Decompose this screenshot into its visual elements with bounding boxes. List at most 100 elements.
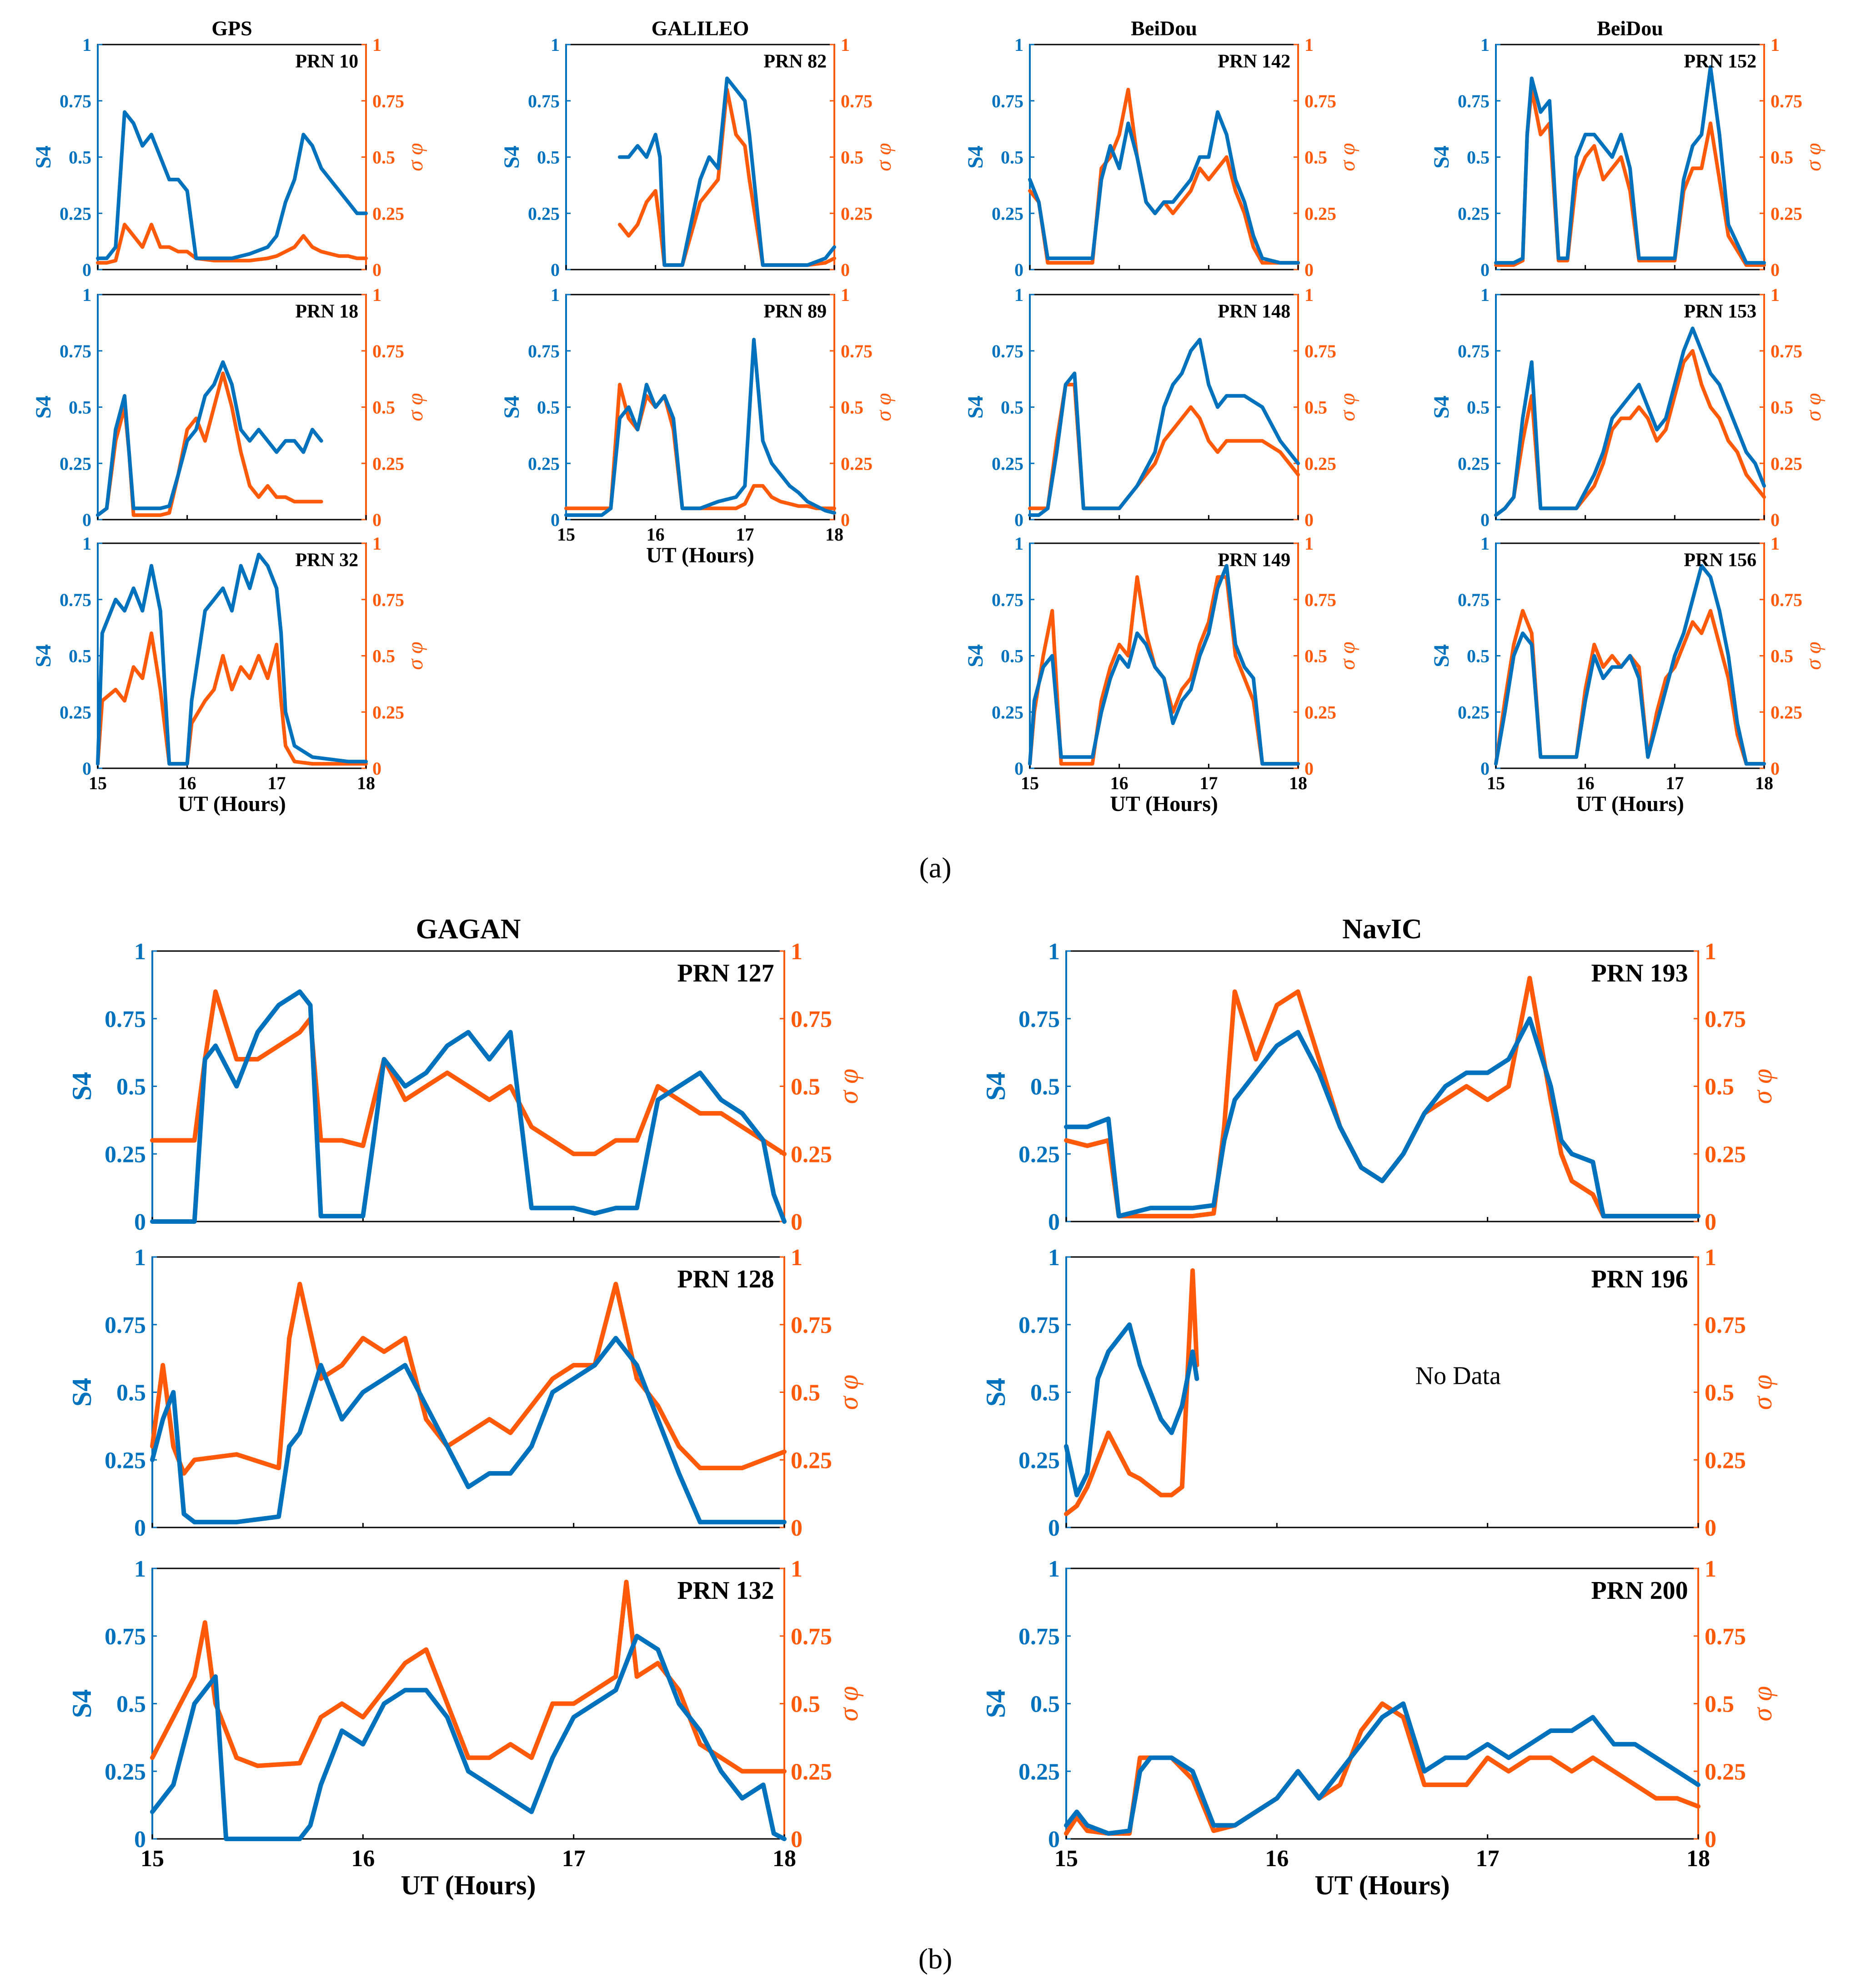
- subplot-14: 0 0 0.25 0.25 0.5 0.5 0.75 0.75 1 1 15 16 17 18 S4 σ φ U…: [67, 1556, 863, 1900]
- left-tick-label: 0: [1480, 758, 1490, 779]
- right-tick-label: 0: [791, 1827, 803, 1853]
- prn-label: PRN 82: [763, 51, 827, 72]
- s4-series-line: [96, 110, 368, 260]
- x-axis-label: UT (Hours): [1576, 792, 1684, 816]
- left-tick-label: 0.25: [528, 453, 560, 474]
- s4-series-line: [150, 989, 787, 1224]
- right-axis-label: σ φ: [1335, 143, 1359, 171]
- left-tick-label: 1: [1480, 285, 1490, 305]
- right-tick-label: 0.5: [372, 397, 395, 418]
- right-tick-label: 1: [841, 285, 850, 305]
- x-tick-label: 17: [1665, 773, 1684, 793]
- left-axis-label: S4: [963, 396, 988, 419]
- subplot-17: 0 0 0.25 0.25 0.5 0.5 0.75 0.75 1 1 15 16 17 18 S4 σ φ U…: [981, 1556, 1777, 1900]
- prn-label: PRN 148: [1218, 301, 1290, 322]
- right-tick-label: 0: [372, 758, 381, 779]
- prn-label: PRN 89: [763, 301, 827, 322]
- prn-label: PRN 200: [1591, 1577, 1688, 1605]
- right-tick-label: 0: [1771, 758, 1780, 779]
- left-tick-label: 0.5: [1467, 397, 1490, 418]
- right-tick-label: 0: [372, 510, 381, 530]
- left-tick-label: 0.75: [528, 91, 560, 111]
- subplot-2: 0 0 0.25 0.25 0.5 0.5 0.75 0.75 1 1 S4 σ φ PRN 18: [31, 285, 427, 530]
- sigma-phi-series-line: [150, 989, 787, 1157]
- left-tick-label: 0: [82, 260, 91, 280]
- right-tick-label: 0.75: [1705, 1624, 1746, 1650]
- right-tick-label: 0.25: [791, 1142, 832, 1167]
- left-tick-label: 0: [551, 510, 560, 530]
- left-tick-label: 0.75: [1018, 1624, 1060, 1650]
- left-tick-label: 0.25: [1458, 453, 1490, 474]
- left-tick-label: 0: [1480, 260, 1490, 280]
- x-tick-label: 15: [1054, 1846, 1078, 1872]
- left-tick-label: 0.75: [105, 1312, 146, 1338]
- left-tick-label: 0.5: [116, 1074, 146, 1100]
- right-axis-label: σ φ: [1747, 1686, 1777, 1722]
- left-tick-label: 1: [1480, 35, 1490, 55]
- left-tick-label: 0.5: [116, 1380, 146, 1406]
- right-axis-label: σ φ: [1747, 1375, 1777, 1410]
- right-tick-label: 0.25: [372, 203, 404, 224]
- x-tick-label: 18: [1289, 773, 1307, 793]
- right-tick-label: 1: [791, 1556, 803, 1582]
- panel-label-b: (b): [918, 1943, 953, 1975]
- left-axis-label: S4: [963, 644, 988, 667]
- right-tick-label: 0: [1304, 510, 1314, 530]
- right-tick-label: 0: [1304, 758, 1314, 779]
- x-axis-label: UT (Hours): [178, 792, 286, 816]
- x-tick-label: 16: [647, 524, 665, 545]
- right-axis-label: σ φ: [1801, 641, 1826, 670]
- sigma-phi-series-line: [1494, 88, 1766, 267]
- right-axis-label: σ φ: [1335, 393, 1359, 421]
- right-tick-label: 0.5: [791, 1380, 820, 1406]
- left-tick-label: 1: [551, 35, 560, 55]
- left-axis-label: S4: [67, 1689, 97, 1718]
- left-tick-label: 0.5: [69, 646, 91, 666]
- right-tick-label: 0.25: [372, 702, 404, 722]
- s4-series-line: [1494, 326, 1766, 517]
- x-tick-label: 18: [825, 524, 843, 545]
- right-tick-label: 1: [372, 533, 381, 554]
- subplot-3: 0 0 0.25 0.25 0.5 0.5 0.75 0.75 1 1 15 16 17 18 S4 σ φ U…: [31, 533, 427, 816]
- x-axis-label: UT (Hours): [1314, 1870, 1450, 1900]
- left-tick-label: 0: [1480, 510, 1490, 530]
- left-tick-label: 0: [1048, 1209, 1060, 1235]
- left-tick-label: 0.5: [1467, 646, 1490, 666]
- right-axis-label: σ φ: [833, 1375, 863, 1410]
- prn-label: PRN 127: [677, 959, 774, 987]
- right-tick-label: 1: [791, 1245, 803, 1271]
- right-tick-label: 0.75: [1771, 91, 1802, 111]
- right-axis-label: σ φ: [1335, 641, 1359, 670]
- x-tick-label: 17: [1476, 1846, 1500, 1872]
- right-tick-label: 0.75: [1705, 1007, 1746, 1032]
- s4-series-line: [1028, 110, 1300, 265]
- s4-series-line: [150, 1633, 787, 1841]
- left-tick-label: 0: [134, 1827, 146, 1853]
- left-tick-label: 0.75: [1458, 590, 1490, 610]
- right-tick-label: 0.5: [1304, 397, 1327, 418]
- right-tick-label: 0.25: [1304, 453, 1336, 474]
- left-tick-label: 1: [1048, 1245, 1060, 1271]
- subplot-1: 0 0 0.25 0.25 0.5 0.5 0.75 0.75 1 1 S4 σ φ GPS PRN 10: [31, 16, 427, 280]
- prn-label: PRN 132: [677, 1577, 774, 1605]
- left-tick-label: 1: [134, 939, 146, 965]
- left-tick-label: 0.25: [105, 1447, 146, 1473]
- x-tick-label: 16: [178, 773, 196, 793]
- left-axis-label: S4: [500, 396, 524, 419]
- left-tick-label: 0.25: [105, 1142, 146, 1167]
- left-tick-label: 0.75: [1458, 91, 1490, 111]
- subplot-7: 0 0 0.25 0.25 0.5 0.5 0.75 0.75 1 1 S4 σ φ PRN 148: [963, 285, 1359, 530]
- sigma-phi-series-line: [150, 1282, 787, 1476]
- subplot-15: 0 0 0.25 0.25 0.5 0.5 0.75 0.75 1 1 S4 σ φ NavIC PRN …: [981, 914, 1777, 1235]
- right-tick-label: 0.5: [1705, 1074, 1734, 1100]
- right-tick-label: 0: [791, 1515, 803, 1541]
- right-tick-label: 0.25: [1771, 453, 1802, 474]
- left-tick-label: 0.5: [1030, 1692, 1060, 1718]
- right-axis-label: σ φ: [403, 641, 427, 670]
- left-tick-label: 0.25: [1018, 1759, 1060, 1785]
- right-tick-label: 0.25: [791, 1447, 832, 1473]
- subplot-5: 0 0 0.25 0.25 0.5 0.5 0.75 0.75 1 1 15 16 17 18 S4 σ φ U…: [500, 285, 896, 567]
- left-tick-label: 0.75: [60, 341, 91, 361]
- left-tick-label: 0.75: [105, 1624, 146, 1650]
- right-tick-label: 0.5: [1304, 147, 1327, 168]
